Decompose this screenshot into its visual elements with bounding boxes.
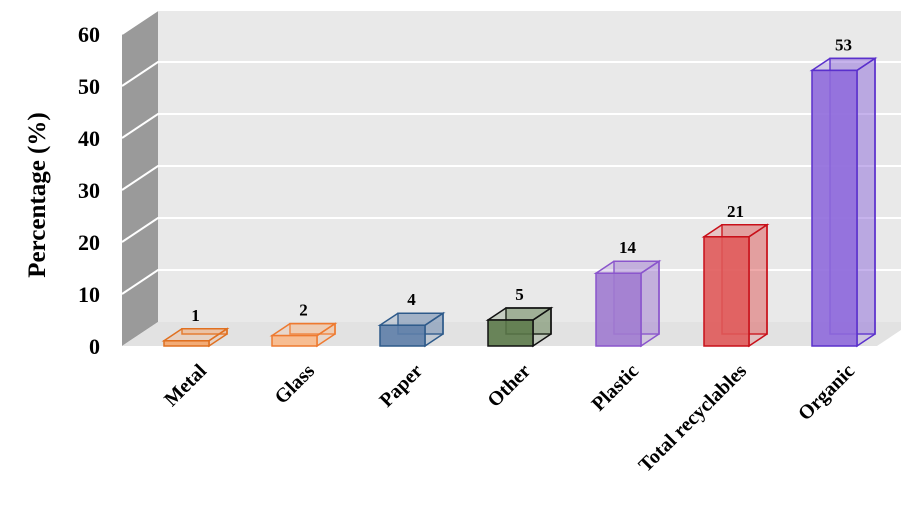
bar-total-recyclables: 21	[701, 202, 770, 348]
bar-paper: 4	[377, 290, 446, 348]
gridline	[121, 165, 901, 191]
data-label: 5	[515, 285, 524, 304]
x-category-label: Other	[483, 360, 535, 412]
x-category-label: Paper	[375, 360, 427, 412]
gridlines	[121, 9, 901, 295]
bar-side-face	[748, 223, 768, 348]
bar-metal: 1	[161, 306, 230, 348]
bar-organic: 53	[809, 35, 878, 348]
y-tick-label: 10	[78, 282, 100, 307]
y-tick-label: 20	[78, 230, 100, 255]
bar-front-face	[379, 324, 426, 347]
gridline	[121, 61, 901, 87]
y-tick-label: 50	[78, 74, 100, 99]
gridline	[121, 9, 901, 35]
x-category-label: Glass	[270, 360, 319, 409]
bar-series: 1 2 4 5 14 21 53	[161, 35, 878, 348]
x-category-label: Organic	[794, 360, 859, 425]
x-category-label: Metal	[160, 360, 211, 411]
x-category-label: Plastic	[587, 360, 643, 416]
bar-side-face	[640, 259, 660, 348]
gridline	[121, 113, 901, 139]
chart-walls	[122, 10, 901, 346]
bar-front-face	[703, 236, 750, 347]
y-tick-label: 60	[78, 22, 100, 47]
y-tick-label: 0	[89, 334, 100, 359]
y-axis-label: Percentage (%)	[24, 112, 51, 277]
bar-front-face	[163, 340, 210, 347]
y-tick-label: 40	[78, 126, 100, 151]
bar-glass: 2	[269, 301, 338, 348]
bar-side-face	[856, 56, 876, 348]
bar-front-face	[271, 334, 318, 347]
bar-front-face	[487, 319, 534, 347]
data-label: 21	[727, 202, 744, 221]
data-label: 14	[619, 238, 637, 257]
bar-front-face	[811, 69, 858, 347]
gridline	[121, 269, 901, 295]
data-label: 1	[191, 306, 200, 325]
y-tick-label: 30	[78, 178, 100, 203]
gridline	[121, 217, 901, 243]
bar-plastic: 14	[593, 238, 662, 348]
x-category-label: Total recyclables	[635, 360, 752, 477]
bar-other: 5	[485, 285, 554, 348]
data-label: 53	[835, 35, 852, 54]
bar-front-face	[595, 272, 642, 347]
data-label: 4	[407, 290, 416, 309]
data-label: 2	[299, 301, 308, 320]
y-axis-ticks: 0 10 20 30 40 50 60	[78, 22, 100, 359]
